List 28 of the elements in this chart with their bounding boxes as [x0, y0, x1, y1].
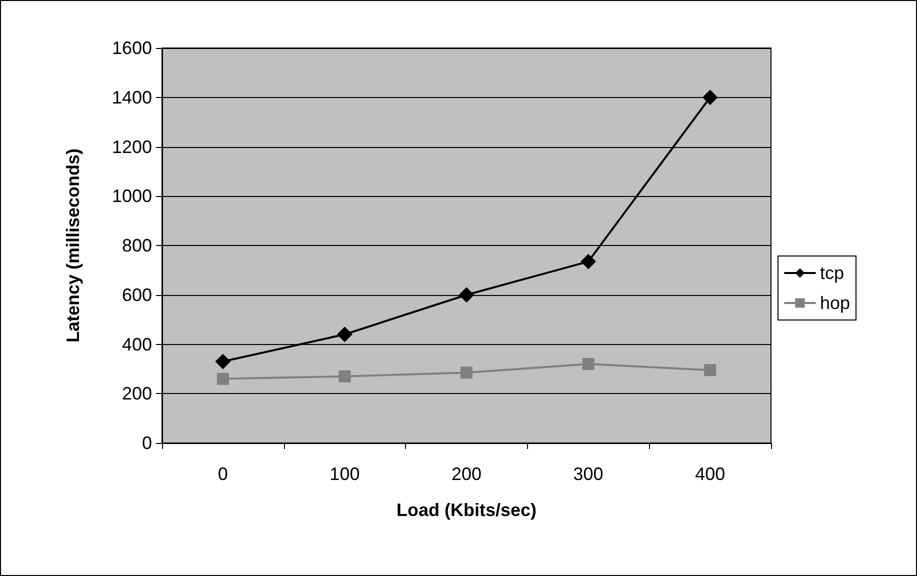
point — [459, 287, 474, 302]
x-tick-label: 200 — [451, 464, 482, 484]
point — [215, 354, 230, 370]
y-tick-label: 1200 — [112, 136, 152, 157]
x-tick-label: 300 — [573, 464, 604, 484]
point — [704, 364, 716, 376]
y-tick-label: 600 — [122, 284, 152, 305]
point — [580, 254, 596, 270]
point — [216, 372, 229, 385]
legend-label: tcp — [820, 263, 844, 283]
y-tick-label: 1400 — [112, 87, 152, 108]
point — [337, 326, 352, 342]
legend-label: hop — [820, 293, 850, 313]
y-tick-label: 1000 — [112, 186, 152, 206]
y-tick-label: 400 — [122, 334, 152, 354]
y-tick-label: 800 — [122, 236, 152, 256]
x-tick-label: 100 — [330, 464, 360, 484]
point — [338, 370, 351, 382]
y-tick-label: 200 — [122, 384, 152, 404]
x-tick-label: 0 — [218, 464, 228, 484]
point — [702, 90, 718, 105]
x-axis-title: Load (Kbits/sec) — [396, 500, 537, 520]
y-tick-label: 1600 — [112, 38, 152, 58]
x-tick-label: 400 — [695, 464, 726, 484]
y-tick-label: 0 — [142, 433, 152, 453]
point — [460, 366, 472, 379]
point — [582, 358, 594, 370]
y-axis-title: Latency (milliseconds) — [63, 148, 83, 343]
